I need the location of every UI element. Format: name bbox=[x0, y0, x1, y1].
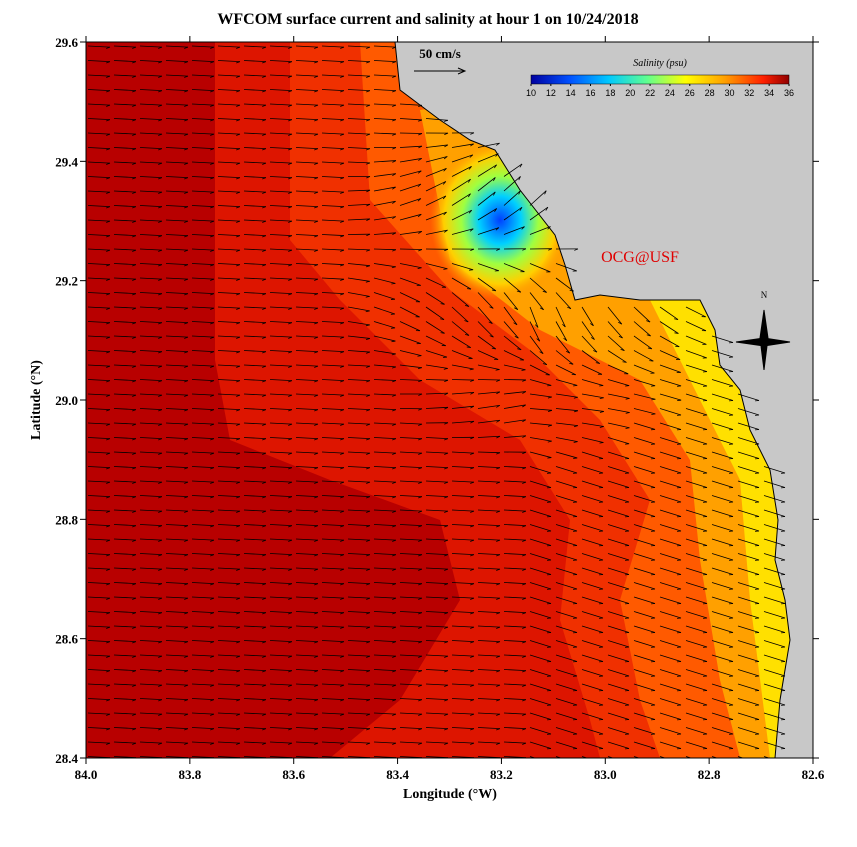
colorbar-tick-label: 34 bbox=[764, 88, 774, 98]
colorbar-tick-label: 12 bbox=[546, 88, 556, 98]
y-tick-label: 29.0 bbox=[55, 393, 78, 408]
colorbar-tick-label: 22 bbox=[645, 88, 655, 98]
colorbar-title: Salinity (psu) bbox=[633, 58, 687, 69]
x-tick-label: 83.8 bbox=[178, 767, 201, 782]
y-tick-label: 28.8 bbox=[55, 512, 78, 527]
x-tick-label: 83.0 bbox=[594, 767, 617, 782]
colorbar-tick-label: 18 bbox=[605, 88, 615, 98]
current-vector-head bbox=[547, 385, 551, 386]
y-axis-label: Latitude (°N) bbox=[29, 360, 44, 440]
y-tick-label: 28.6 bbox=[55, 632, 78, 647]
colorbar-tick-label: 10 bbox=[526, 88, 536, 98]
y-tick-label: 28.4 bbox=[55, 751, 78, 766]
salinity-field bbox=[86, 42, 813, 758]
x-tick-label: 82.8 bbox=[698, 767, 721, 782]
y-tick-label: 29.4 bbox=[55, 154, 78, 169]
credit: OCG@USF bbox=[601, 249, 679, 266]
x-tick-label: 83.4 bbox=[386, 767, 409, 782]
current-vector-head bbox=[467, 289, 471, 290]
north-label: N bbox=[761, 290, 768, 300]
x-tick-label: 83.2 bbox=[490, 767, 513, 782]
x-tick-label: 83.6 bbox=[282, 767, 305, 782]
colorbar bbox=[531, 75, 789, 84]
colorbar-tick-label: 26 bbox=[685, 88, 695, 98]
x-tick-label: 84.0 bbox=[75, 767, 98, 782]
colorbar-tick-label: 36 bbox=[784, 88, 794, 98]
colorbar-tick-label: 30 bbox=[724, 88, 734, 98]
colorbar-tick-label: 24 bbox=[665, 88, 675, 98]
current-vector-head bbox=[547, 458, 551, 459]
colorbar-tick-label: 16 bbox=[586, 88, 596, 98]
colorbar-tick-label: 14 bbox=[566, 88, 576, 98]
colorbar-tick-label: 20 bbox=[625, 88, 635, 98]
current-vector-head bbox=[573, 458, 577, 459]
y-tick-label: 29.2 bbox=[55, 274, 78, 289]
x-axis-label: Longitude (°W) bbox=[403, 787, 497, 802]
title: WFCOM surface current and salinity at ho… bbox=[217, 11, 638, 28]
current-vector-head bbox=[573, 385, 577, 386]
colorbar-tick-label: 28 bbox=[705, 88, 715, 98]
scale-label: 50 cm/s bbox=[419, 46, 461, 61]
y-tick-label: 29.6 bbox=[55, 35, 78, 50]
x-tick-label: 82.6 bbox=[802, 767, 825, 782]
colorbar-tick-label: 32 bbox=[744, 88, 754, 98]
